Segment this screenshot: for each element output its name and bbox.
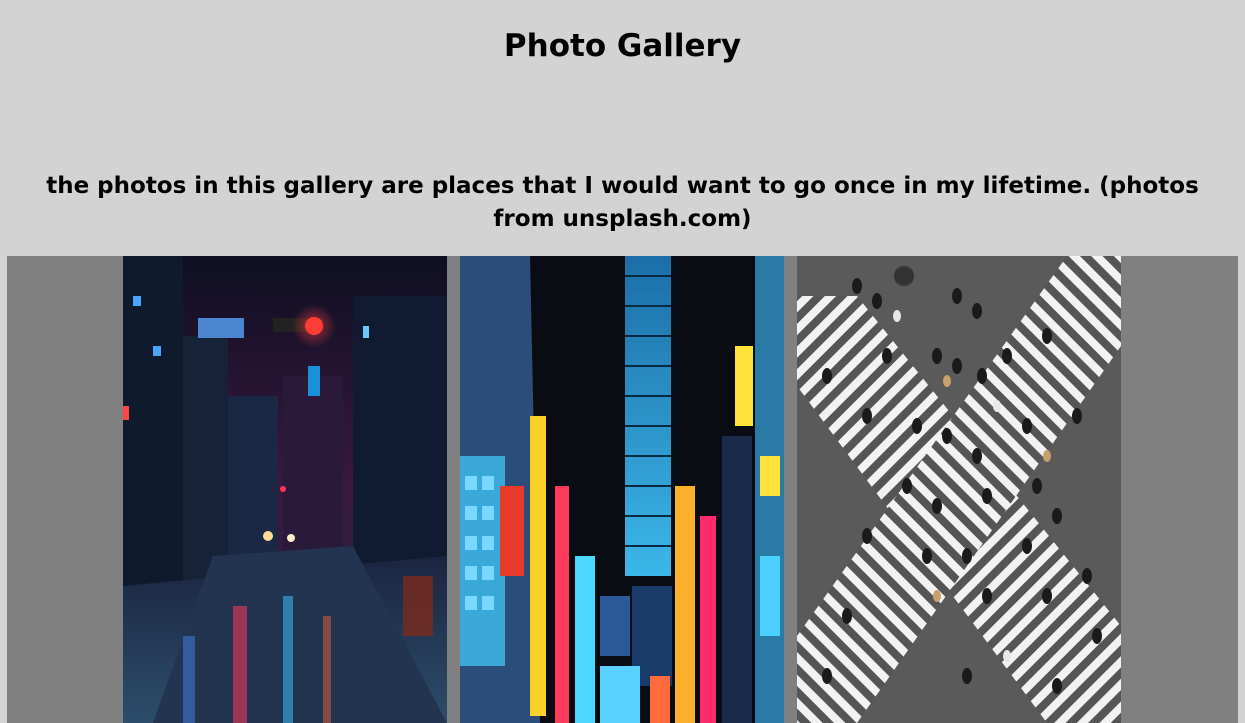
- crosswalk-crowd-photo[interactable]: [797, 256, 1121, 723]
- photo-gallery: [7, 256, 1238, 723]
- rainy-night-street-photo[interactable]: [123, 256, 447, 723]
- gallery-description: the photos in this gallery are places th…: [46, 173, 1199, 232]
- neon-city-buildings-photo[interactable]: [460, 256, 784, 723]
- rainy-night-street-image: [123, 256, 447, 723]
- crosswalk-crowd-image: [797, 256, 1121, 723]
- page-title: Photo Gallery: [503, 28, 742, 64]
- neon-city-buildings-image: [460, 256, 784, 723]
